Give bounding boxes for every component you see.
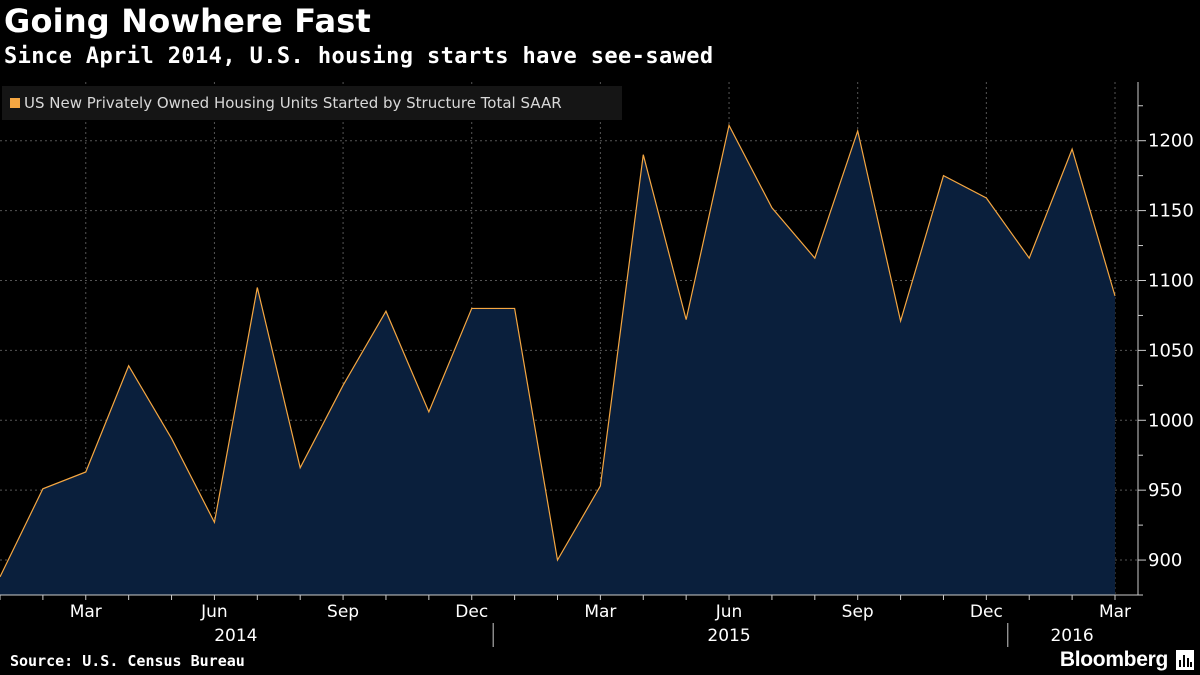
y-tick-label: 1150 — [1148, 201, 1194, 222]
y-tick-label: 950 — [1148, 480, 1182, 501]
y-tick-label: 900 — [1148, 550, 1182, 571]
x-tick-label: Jun — [715, 602, 743, 622]
x-tick-label: Mar — [1099, 602, 1131, 622]
legend-label: US New Privately Owned Housing Units Sta… — [24, 94, 562, 112]
y-tick-label: 1200 — [1148, 131, 1194, 152]
x-tick-label: Mar — [70, 602, 102, 622]
chart-title: Going Nowhere Fast — [4, 2, 372, 40]
bloomberg-chart-icon — [1176, 650, 1194, 670]
year-label: 2014 — [214, 626, 257, 646]
legend-swatch — [10, 98, 20, 108]
series-area — [0, 125, 1115, 595]
x-tick-label: Jun — [200, 602, 228, 622]
x-tick-label: Dec — [455, 602, 488, 622]
brand-logo: Bloomberg — [1059, 648, 1168, 671]
legend: US New Privately Owned Housing Units Sta… — [2, 86, 622, 120]
year-label: 2015 — [707, 626, 750, 646]
y-tick-label: 1100 — [1148, 270, 1194, 291]
source-note: Source: U.S. Census Bureau — [10, 652, 245, 670]
x-tick-label: Mar — [584, 602, 616, 622]
y-tick-label: 1000 — [1148, 410, 1194, 431]
x-tick-label: Sep — [327, 602, 359, 622]
x-tick-label: Sep — [842, 602, 874, 622]
y-tick-label: 1050 — [1148, 340, 1194, 361]
year-label: 2016 — [1050, 626, 1093, 646]
x-tick-label: Dec — [970, 602, 1003, 622]
chart-subtitle: Since April 2014, U.S. housing starts ha… — [4, 44, 714, 69]
